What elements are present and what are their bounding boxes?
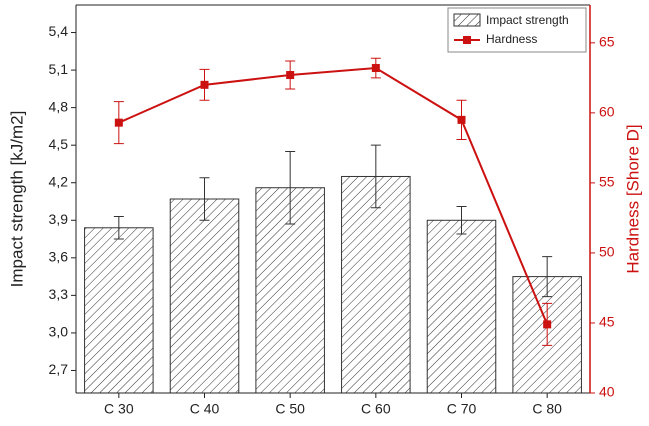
- y-axis-title: Impact strength [kJ/m2]: [7, 111, 26, 288]
- legend-label: Hardness: [486, 32, 537, 46]
- error-bar: [113, 216, 124, 240]
- line: [118, 67, 549, 325]
- x-tick-label: C 70: [447, 401, 477, 417]
- error-bar: [370, 144, 381, 209]
- y2-tick-label: 55: [599, 174, 615, 190]
- y2-axis-title: Hardness [Shore D]: [623, 124, 642, 273]
- y-tick-label: 3,3: [49, 286, 69, 302]
- y2-tick-label: 60: [599, 104, 615, 120]
- bar: [84, 227, 154, 394]
- legend-swatch: [453, 13, 481, 27]
- y-tick-label: 4,2: [49, 173, 69, 189]
- y-tick-label: 3,9: [49, 211, 69, 227]
- error-bar: [285, 150, 296, 225]
- x-tick-label: C 40: [190, 401, 220, 417]
- y-tick-label: 3,0: [49, 324, 69, 340]
- x-tick-label: C 80: [532, 401, 562, 417]
- marker: [457, 115, 466, 124]
- y2-tick-label: 65: [599, 34, 615, 50]
- y-tick-label: 2,7: [49, 361, 69, 377]
- y-tick-label: 4,8: [49, 98, 69, 114]
- x-tick-label: C 30: [104, 401, 134, 417]
- x-tick-label: C 60: [361, 401, 391, 417]
- y-tick-label: 5,1: [49, 61, 69, 77]
- legend-swatch: [463, 36, 471, 44]
- marker: [543, 320, 552, 329]
- y-tick-label: 3,6: [49, 249, 69, 265]
- marker: [286, 71, 295, 80]
- error-bar: [542, 256, 553, 298]
- y-tick-label: 5,4: [49, 23, 69, 39]
- y-tick-label: 4,5: [49, 136, 69, 152]
- legend-label: Impact strength: [486, 13, 569, 27]
- error-bar: [456, 206, 467, 235]
- marker: [371, 64, 380, 73]
- marker: [114, 118, 123, 127]
- y2-tick-label: 40: [599, 384, 615, 400]
- bar: [426, 219, 497, 394]
- x-tick-label: C 50: [275, 401, 305, 417]
- y2-tick-label: 50: [599, 244, 615, 260]
- error-bar: [199, 177, 210, 221]
- bar: [341, 175, 411, 394]
- y2-tick-label: 45: [599, 314, 615, 330]
- bar: [169, 198, 240, 394]
- marker: [200, 80, 209, 89]
